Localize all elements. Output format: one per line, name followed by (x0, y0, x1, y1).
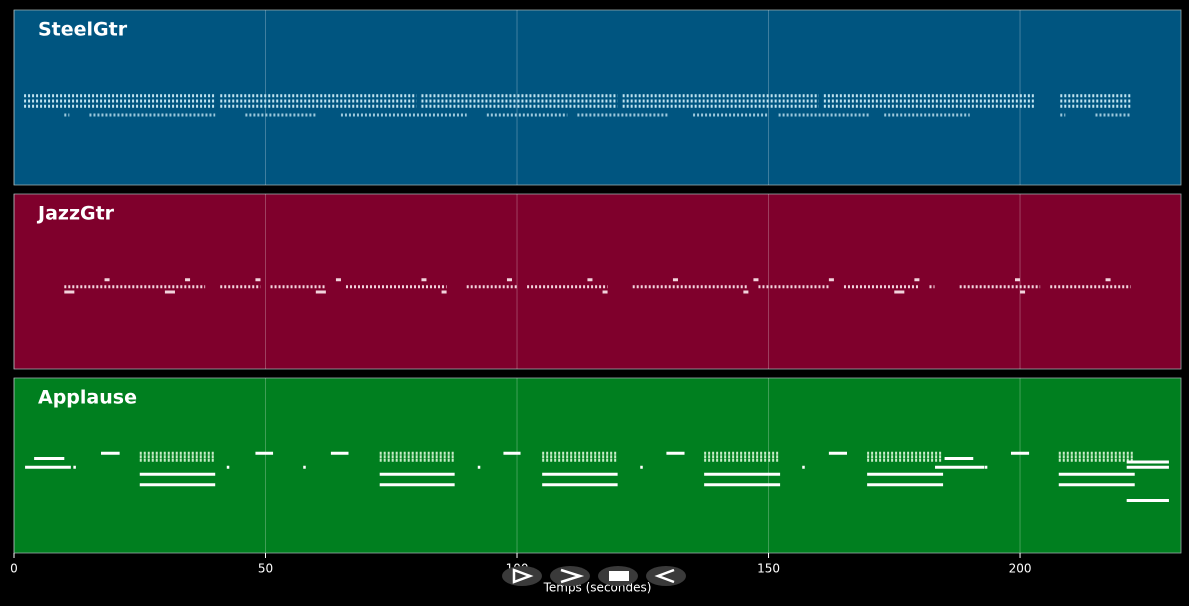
back-button[interactable] (646, 566, 686, 586)
track-title: Applause (38, 387, 137, 409)
x-tick-label: 150 (757, 562, 780, 576)
stop-button[interactable] (598, 566, 638, 586)
x-tick-label: 50 (258, 562, 273, 576)
track-title: JazzGtr (36, 203, 115, 225)
panel (13, 193, 1182, 370)
track-title: SteelGtr (38, 19, 128, 41)
x-tick-label: 0 (10, 562, 18, 576)
x-tick-label: 200 (1009, 562, 1032, 576)
forward-button[interactable] (550, 566, 590, 586)
panel (13, 9, 1182, 186)
charts: SteelGtrJazzGtrApplause050100150200Temps… (10, 9, 1182, 595)
panel (13, 377, 1182, 554)
controls (502, 566, 686, 586)
play-button[interactable] (502, 566, 542, 586)
